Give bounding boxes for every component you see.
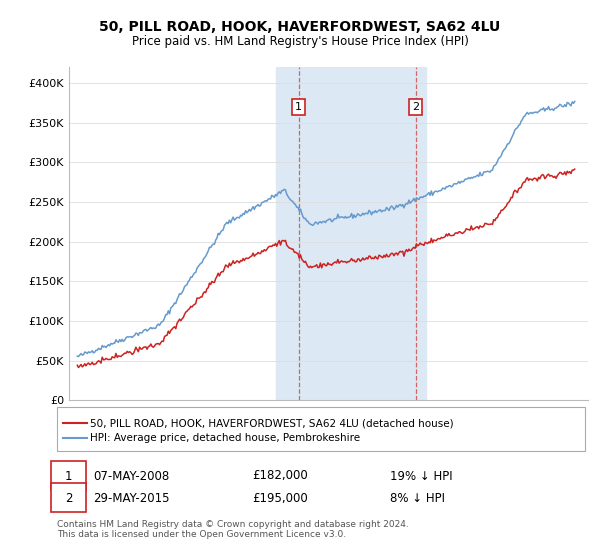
Bar bbox=[276, 67, 425, 400]
Text: HPI: Average price, detached house, Pembrokeshire: HPI: Average price, detached house, Pemb… bbox=[90, 433, 360, 444]
Text: 1: 1 bbox=[295, 102, 302, 112]
Text: 1: 1 bbox=[65, 469, 72, 483]
Text: 2: 2 bbox=[412, 102, 419, 112]
Text: 29-MAY-2015: 29-MAY-2015 bbox=[93, 492, 170, 505]
Text: £195,000: £195,000 bbox=[252, 492, 308, 505]
Text: 19% ↓ HPI: 19% ↓ HPI bbox=[390, 469, 452, 483]
Text: Price paid vs. HM Land Registry's House Price Index (HPI): Price paid vs. HM Land Registry's House … bbox=[131, 35, 469, 48]
Text: 50, PILL ROAD, HOOK, HAVERFORDWEST, SA62 4LU (detached house): 50, PILL ROAD, HOOK, HAVERFORDWEST, SA62… bbox=[90, 418, 454, 428]
Text: 50, PILL ROAD, HOOK, HAVERFORDWEST, SA62 4LU: 50, PILL ROAD, HOOK, HAVERFORDWEST, SA62… bbox=[100, 20, 500, 34]
Text: £182,000: £182,000 bbox=[252, 469, 308, 483]
Text: Contains HM Land Registry data © Crown copyright and database right 2024.
This d: Contains HM Land Registry data © Crown c… bbox=[57, 520, 409, 539]
Text: 2: 2 bbox=[65, 492, 72, 505]
Text: 07-MAY-2008: 07-MAY-2008 bbox=[93, 469, 169, 483]
Text: 8% ↓ HPI: 8% ↓ HPI bbox=[390, 492, 445, 505]
